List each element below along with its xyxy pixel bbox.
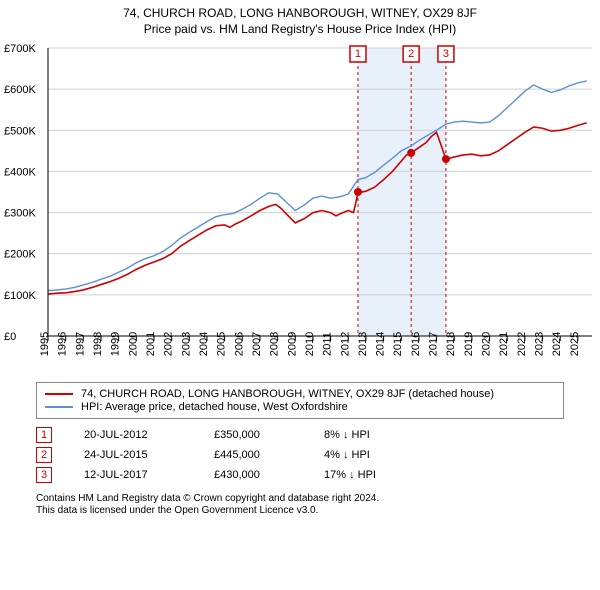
sale-diff-2: 4% ↓ HPI [324,449,464,461]
svg-text:2000: 2000 [127,332,139,356]
svg-text:1995: 1995 [39,332,51,356]
svg-text:£700K: £700K [4,43,36,55]
svg-text:2016: 2016 [410,332,422,356]
title-address: 74, CHURCH ROAD, LONG HANBOROUGH, WITNEY… [0,6,600,20]
footer-line-2: This data is licensed under the Open Gov… [36,505,564,516]
svg-text:2019: 2019 [463,332,475,356]
sale-date-2: 24-JUL-2015 [84,449,214,461]
svg-text:2024: 2024 [551,332,563,356]
title-subtitle: Price paid vs. HM Land Registry's House … [0,22,600,36]
chart-area: £0 £100K £200K £300K £400K £500K £600K £700K 1 2 3… [0,36,600,376]
svg-text:2002: 2002 [163,332,175,356]
svg-text:2022: 2022 [516,332,528,356]
legend-swatch-property [45,393,73,395]
line-chart-svg: £0 £100K £200K £300K £400K £500K £600K £700K 1 2 3… [0,36,600,376]
legend-item-property: 74, CHURCH ROAD, LONG HANBOROUGH, WITNEY… [45,388,555,400]
footer: Contains HM Land Registry data © Crown c… [36,493,564,516]
svg-text:£300K: £300K [4,208,36,220]
svg-text:3: 3 [443,48,449,60]
svg-text:£500K: £500K [4,125,36,137]
svg-text:2003: 2003 [180,332,192,356]
svg-text:2021: 2021 [498,332,510,356]
svg-text:2004: 2004 [198,332,210,356]
sale-date-3: 12-JUL-2017 [84,469,214,481]
sale-row-1: 1 20-JUL-2012 £350,000 8% ↓ HPI [36,427,564,443]
svg-text:2012: 2012 [339,332,351,356]
svg-text:£0: £0 [4,331,16,343]
svg-text:2006: 2006 [233,332,245,356]
svg-text:2013: 2013 [357,332,369,356]
svg-text:2011: 2011 [322,332,334,356]
chart-titles: 74, CHURCH ROAD, LONG HANBOROUGH, WITNEY… [0,0,600,36]
svg-text:1997: 1997 [74,332,86,356]
svg-text:2014: 2014 [375,332,387,356]
svg-text:2025: 2025 [569,332,581,356]
sale-row-2: 2 24-JUL-2015 £445,000 4% ↓ HPI [36,447,564,463]
legend-label-hpi: HPI: Average price, detached house, West… [81,401,348,413]
svg-text:2010: 2010 [304,332,316,356]
sale-marker-1: 1 [36,427,52,443]
svg-text:£200K: £200K [4,249,36,261]
sale-price-1: £350,000 [214,429,324,441]
svg-text:2017: 2017 [428,332,440,356]
svg-text:2009: 2009 [286,332,298,356]
sale-date-1: 20-JUL-2012 [84,429,214,441]
svg-text:2015: 2015 [392,332,404,356]
svg-text:2007: 2007 [251,332,263,356]
svg-text:2001: 2001 [145,332,157,356]
sale-price-2: £445,000 [214,449,324,461]
svg-text:£600K: £600K [4,84,36,96]
legend-item-hpi: HPI: Average price, detached house, West… [45,401,555,413]
svg-text:1998: 1998 [92,332,104,356]
svg-text:2: 2 [408,48,414,60]
svg-text:2018: 2018 [445,332,457,356]
legend-label-property: 74, CHURCH ROAD, LONG HANBOROUGH, WITNEY… [81,388,494,400]
sale-price-3: £430,000 [214,469,324,481]
svg-text:1: 1 [355,48,361,60]
svg-text:2023: 2023 [534,332,546,356]
sale-marker-3: 3 [36,467,52,483]
svg-text:2008: 2008 [269,332,281,356]
svg-text:1996: 1996 [57,332,69,356]
footer-line-1: Contains HM Land Registry data © Crown c… [36,493,564,504]
sale-diff-3: 17% ↓ HPI [324,469,464,481]
legend-swatch-hpi [45,406,73,408]
svg-text:£100K: £100K [4,290,36,302]
sale-marker-2: 2 [36,447,52,463]
svg-text:£400K: £400K [4,166,36,178]
svg-text:2020: 2020 [481,332,493,356]
legend: 74, CHURCH ROAD, LONG HANBOROUGH, WITNEY… [36,382,564,419]
sale-row-3: 3 12-JUL-2017 £430,000 17% ↓ HPI [36,467,564,483]
svg-text:2005: 2005 [216,332,228,356]
sale-diff-1: 8% ↓ HPI [324,429,464,441]
sales-table: 1 20-JUL-2012 £350,000 8% ↓ HPI 2 24-JUL… [36,427,564,483]
svg-text:1999: 1999 [110,332,122,356]
